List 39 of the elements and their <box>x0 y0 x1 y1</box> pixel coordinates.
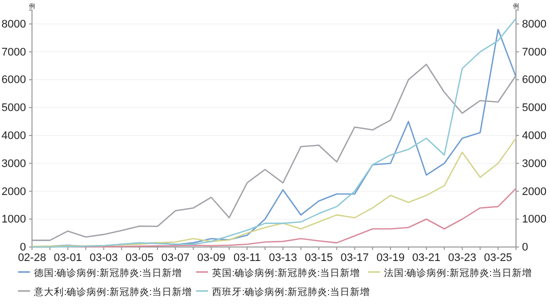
y-tick-label: 2000 <box>2 186 26 198</box>
y2-tick-label: 3000 <box>522 158 546 170</box>
x-tick-label: 03-01 <box>54 252 82 264</box>
y-tick-label: 3000 <box>2 158 26 170</box>
y-tick-label: 6000 <box>2 74 26 86</box>
x-tick-label: 03-07 <box>161 252 190 264</box>
y-tick-label: 1000 <box>2 214 26 226</box>
legend-label: 法国:确诊病例:新冠肺炎:当日新增 <box>384 267 532 279</box>
x-tick-label: 03-19 <box>376 252 405 264</box>
y2-tick-label: 6000 <box>522 74 546 86</box>
legend-label: 德国:确诊病例:新冠肺炎:当日新增 <box>34 267 182 279</box>
x-tick-label: 03-23 <box>448 252 476 264</box>
x-tick-label: 02-28 <box>18 252 46 264</box>
x-tick-label: 03-17 <box>340 252 369 264</box>
y-tick-label: 0 <box>20 242 26 254</box>
y2-tick-label: 7000 <box>522 46 546 58</box>
x-tick-label: 03-13 <box>268 252 298 264</box>
y2-tick-label: 2000 <box>522 186 546 198</box>
x-tick-label: 03-09 <box>197 252 226 264</box>
y-tick-label: 7000 <box>2 46 26 58</box>
y-tick-label: 8000 <box>2 18 26 30</box>
line-series <box>31 64 517 241</box>
x-tick-label: 03-21 <box>412 252 440 264</box>
y2-tick-label: 1000 <box>522 214 546 226</box>
legend-label: 意大利:确诊病例:新冠肺炎:当日新增 <box>33 286 192 298</box>
x-tick-label: 03-15 <box>304 252 333 264</box>
x-tick-label: 03-03 <box>90 252 118 264</box>
y2-tick-label: 8000 <box>522 18 546 30</box>
y-tick-label: 4000 <box>2 130 26 142</box>
x-tick-label: 03-25 <box>484 252 512 264</box>
legend-label: 西班牙:确诊病例:新冠肺炎:当日新增 <box>212 286 370 298</box>
y2-tick-label: 5000 <box>522 102 546 114</box>
y2-tick-label: 4000 <box>522 130 546 142</box>
x-tick-label: 03-05 <box>125 252 154 264</box>
y-tick-label: 5000 <box>2 102 26 114</box>
y2-tick-label: 0 <box>522 242 528 254</box>
x-tick-label: 03-11 <box>233 252 261 264</box>
line-series <box>31 138 517 248</box>
legend-label: 英国:确诊病例:新冠肺炎:当日新增 <box>212 267 360 279</box>
